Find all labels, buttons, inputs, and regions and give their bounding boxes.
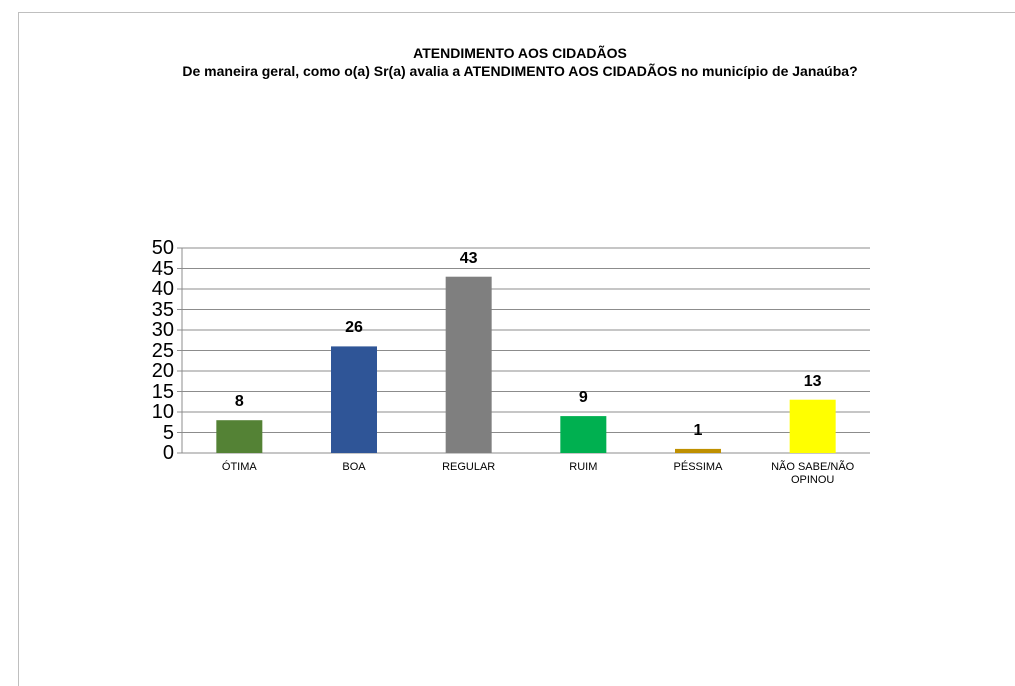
y-tick-label: 50 (151, 237, 174, 259)
value-label: 9 (578, 389, 588, 407)
chart-title: ATENDIMENTO AOS CIDADÃOS (413, 45, 627, 61)
y-tick-label: 25 (151, 339, 174, 362)
value-label: 26 (345, 319, 363, 337)
bar (331, 346, 377, 453)
x-tick-label: ÓTIMA (221, 461, 257, 473)
y-tick-label: 0 (162, 442, 174, 464)
y-tick-label: 10 (151, 401, 174, 423)
x-tick-label: PÉSSIMA (673, 461, 723, 473)
x-tick-label: NÃO SABE/NÃO OPINOU (771, 461, 855, 486)
x-tick-label: BOA (342, 461, 366, 473)
bar (560, 416, 607, 453)
x-tick-label: REGULAR (442, 461, 496, 473)
y-tick-label: 30 (151, 319, 174, 341)
bar (216, 420, 263, 453)
y-tick-label: 15 (151, 380, 174, 403)
value-label: 8 (234, 393, 244, 411)
bar (675, 448, 721, 453)
bar (789, 399, 836, 453)
y-tick-label: 35 (151, 298, 174, 321)
y-tick-label: 45 (151, 257, 174, 280)
value-label: 1 (693, 421, 703, 439)
chart-subtitle: De maneira geral, como o(a) Sr(a) avalia… (182, 63, 858, 79)
y-tick-label: 40 (151, 278, 174, 300)
value-label: 13 (803, 372, 822, 390)
y-tick-label: 5 (162, 421, 174, 444)
bar (445, 276, 492, 453)
y-tick-label: 20 (151, 360, 174, 382)
value-label: 43 (459, 249, 478, 267)
x-tick-label: RUIM (569, 461, 598, 473)
